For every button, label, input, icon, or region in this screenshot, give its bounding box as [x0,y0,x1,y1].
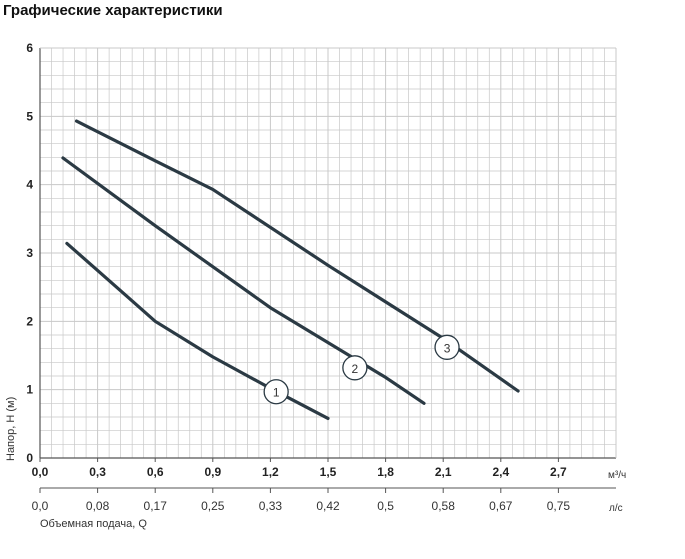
curve-label-3: 3 [444,341,451,355]
y-tick-labels: 0 1 2 3 4 5 6 [26,41,33,465]
x-tick-label: 2,4 [492,465,509,479]
x2-tick-label: 0,25 [201,499,225,513]
curve-2 [61,156,426,405]
y-tick-label: 1 [26,383,33,397]
secondary-x-axis: 0,0 0,08 0,17 0,25 0,33 0,42 0,5 0,58 0,67 0,75 [32,487,616,513]
y-tick-label: 2 [26,314,33,328]
x2-tick-label: 0,67 [489,499,513,513]
chart-grid [39,47,617,459]
y-tick-label: 4 [26,178,33,192]
x-tick-label: 2,1 [435,465,452,479]
x-tick-labels: 0,0 0,3 0,6 0,9 1,2 1,5 1,8 2,1 2,4 2,7 [32,458,567,479]
x2-tick-label: 0,33 [259,499,283,513]
curve-label-circle-1 [263,379,289,405]
curve-label-circle-3 [434,334,460,360]
x2-tick-label: 0,75 [547,499,571,513]
page-title: Графические характеристики [3,2,223,19]
x-tick-label: 1,5 [320,465,337,479]
x-tick-label: 0,0 [32,465,49,479]
x-tick-label: 0,9 [204,465,221,479]
curve-1 [65,241,330,420]
y-tick-label: 3 [26,246,33,260]
curve-label-circle-2 [342,355,368,381]
y-axis-label: Напор, Н (м) [5,397,17,461]
y-tick-label: 0 [26,451,33,465]
curve-label-1: 1 [273,386,280,400]
x-tick-label: 0,6 [147,465,164,479]
y-tick-label: 6 [26,41,33,55]
chart-series [61,119,520,420]
x2-tick-label: 0,08 [86,499,110,513]
x2-tick-label: 0,42 [316,499,340,513]
x2-tick-label: 0,0 [32,499,49,513]
series-labels: 1 2 3 [263,334,460,405]
x-tick-label: 1,2 [262,465,279,479]
x-tick-label: 1,8 [377,465,394,479]
curve-label-2: 2 [352,362,359,376]
x-axis-label: Объемная подача, Q [40,518,147,530]
x2-axis-unit: л/с [609,503,623,514]
x2-tick-label: 0,58 [432,499,456,513]
x2-tick-label: 0,17 [144,499,168,513]
y-tick-label: 5 [26,109,33,123]
x-tick-label: 0,3 [89,465,106,479]
x-axis-unit: м³/ч [608,470,626,481]
x-tick-label: 2,7 [550,465,567,479]
x2-tick-label: 0,5 [377,499,394,513]
